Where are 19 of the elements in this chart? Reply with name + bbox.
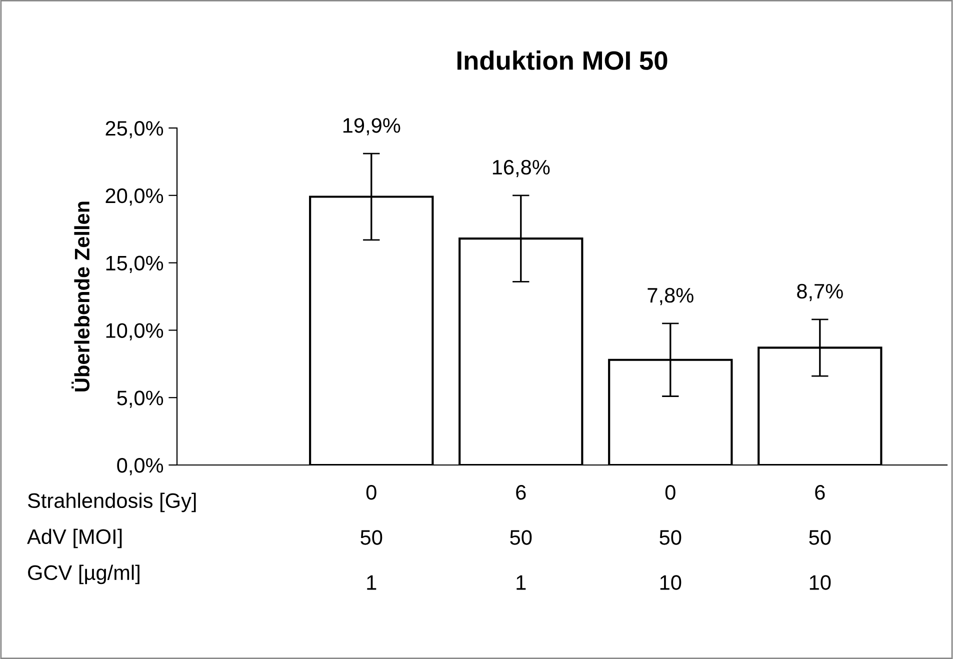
y-tick-label: 0,0% (117, 458, 164, 476)
category-label: 0 50 1 (360, 484, 382, 590)
y-axis-title: Überlebende Zellen (72, 202, 90, 392)
y-tick-label: 20,0% (106, 188, 164, 206)
text: AdV [MOI] (27, 528, 122, 548)
category-label: 0 50 10 (660, 484, 682, 590)
y-tick-label: 15,0% (106, 256, 164, 274)
data-label: 16,8% (492, 160, 550, 178)
data-label: 7,8% (648, 288, 694, 306)
text: GCV [µg/ml] (28, 564, 140, 584)
data-label: 8,7% (797, 284, 843, 302)
category-label: 6 50 10 (809, 484, 831, 590)
data-label: 19,9% (343, 118, 400, 136)
category-label: 6 50 1 (510, 484, 532, 590)
chart-title: Induktion MOI 50 (457, 50, 668, 70)
y-tick-label: 10,0% (106, 323, 164, 340)
text: Strahlendosis [Gy] (28, 492, 196, 512)
y-tick-label: 25,0% (106, 121, 164, 138)
y-tick-label: 5,0% (117, 390, 164, 408)
